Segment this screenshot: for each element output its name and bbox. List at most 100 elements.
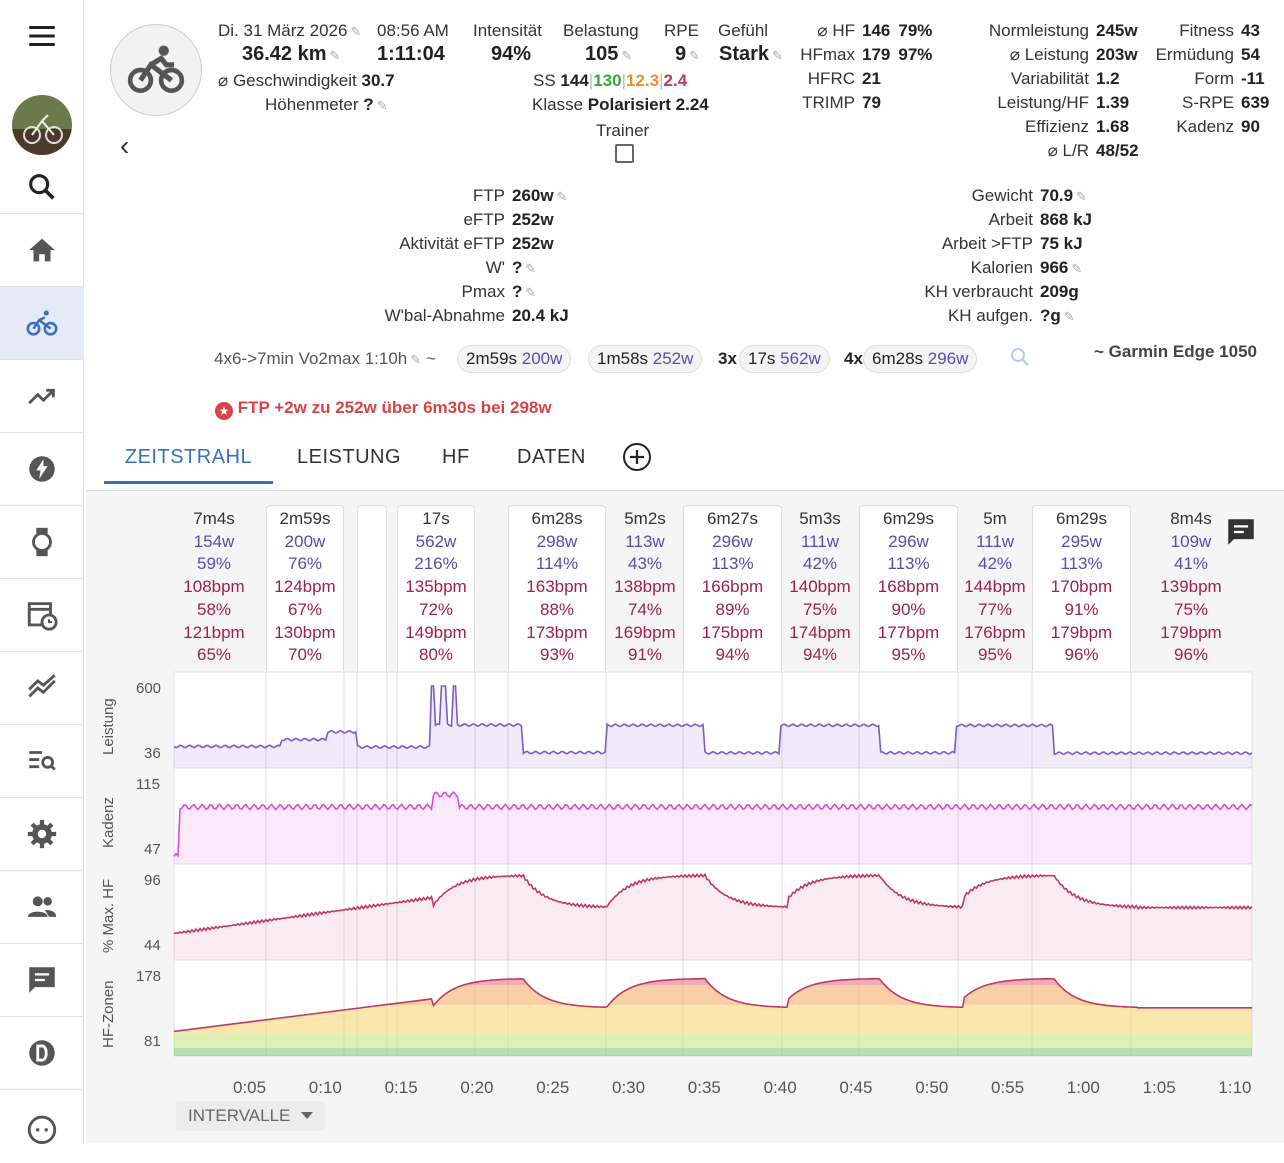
d-icon[interactable] [0, 1017, 84, 1090]
stat-value[interactable]: 260w ✎ [512, 186, 568, 206]
edit-icon[interactable]: ✎ [329, 48, 341, 63]
interval-chip[interactable]: 6m28s 296w [863, 345, 978, 373]
stat-value-text: 252w [512, 234, 554, 253]
lightning-icon[interactable] [0, 433, 84, 506]
distance-value[interactable]: 36.42 km [242, 43, 327, 65]
rpe-label: RPE [664, 21, 699, 40]
trainer-checkbox[interactable] [615, 144, 634, 163]
device-name: ~ Garmin Edge 1050 [1094, 342, 1257, 361]
compare-icon[interactable] [0, 652, 84, 725]
edit-icon[interactable]: ✎ [556, 189, 568, 204]
chat-icon[interactable] [0, 944, 84, 1017]
y-max-hr: 96 [144, 872, 161, 889]
interval-column[interactable]: 8m4s 109w 41% 139bpm 75% 179bpm 96% [1132, 505, 1250, 671]
interval-chip[interactable]: 2m59s 200w [457, 345, 572, 373]
load-label: Belastung [563, 21, 639, 40]
load-value[interactable]: 105 [585, 43, 619, 65]
trend-icon[interactable] [0, 360, 84, 433]
back-button[interactable]: ‹ [120, 130, 130, 161]
class-value: Polarisiert [587, 95, 671, 114]
edit-icon[interactable]: ✎ [621, 48, 633, 63]
interval-hrmp: 94% [715, 645, 750, 665]
edit-icon[interactable]: ✎ [1063, 309, 1075, 324]
edit-icon[interactable]: ✎ [525, 261, 537, 276]
elevation-value[interactable]: ? [363, 95, 374, 114]
tab-hr[interactable]: HF [442, 446, 470, 468]
comment-icon[interactable] [1224, 515, 1258, 554]
interval-dur: 8m4s [1170, 509, 1212, 528]
tab-data[interactable]: DATEN [517, 446, 586, 468]
menu-icon[interactable] [0, 0, 84, 72]
rpe-value[interactable]: 9 [675, 43, 687, 65]
chevron-down-icon [301, 1112, 314, 1119]
x-tick-label: 0:45 [839, 1078, 873, 1097]
interval-chip[interactable]: 17s 562w [739, 345, 830, 373]
search-icon[interactable] [1008, 345, 1032, 374]
edit-icon[interactable]: ✎ [376, 98, 388, 113]
stat-value[interactable]: ? ✎ [512, 258, 536, 278]
timeline-plots[interactable] [86, 0, 1284, 1143]
tab-power[interactable]: LEISTUNG [297, 446, 402, 468]
activity-date[interactable]: Di. 31 März 2026 [218, 21, 348, 40]
stat-value-text: 639 [1241, 93, 1270, 112]
edit-icon[interactable]: ✎ [410, 352, 422, 367]
edit-icon[interactable]: ✎ [525, 285, 537, 300]
interval-column[interactable]: 17s 562w 216% 135bpm 72% 149bpm 80% [397, 505, 475, 671]
edit-icon[interactable]: ✎ [1076, 189, 1087, 204]
interval-column[interactable]: 2m59s 200w 76% 124bpm 67% 130bpm 70% [266, 505, 344, 671]
avg-speed-value: 30.7 [361, 71, 395, 90]
bike-icon[interactable] [0, 287, 84, 360]
interval-column[interactable]: 7m4s 154w 59% 108bpm 58% 121bpm 65% [174, 505, 254, 671]
sidebar [0, 0, 84, 1144]
avatar[interactable] [0, 90, 84, 160]
interval-column[interactable] [357, 505, 387, 671]
interval-chip[interactable]: 1m58s 252w [588, 345, 703, 373]
interval-column[interactable]: 5m3s 111w 42% 140bpm 75% 174bpm 94% [782, 505, 858, 671]
heart-rate-area [174, 874, 1252, 960]
stat-value[interactable]: 70.9 ✎ [1040, 186, 1087, 206]
interval-w: 111w [975, 531, 1015, 551]
calendar-icon[interactable] [0, 579, 84, 652]
edit-icon[interactable]: ✎ [689, 48, 701, 63]
stat-value[interactable]: ? ✎ [512, 282, 536, 302]
watch-icon[interactable] [0, 506, 84, 579]
stat-value: 1.68 [1096, 117, 1129, 137]
gear-icon[interactable] [0, 798, 84, 871]
intervals-dropdown[interactable]: INTERVALLE [176, 1101, 326, 1131]
interval-hrp: 67% [287, 599, 323, 619]
workout-name[interactable]: 4x6->7min Vo2max 1:10h [214, 349, 408, 368]
search-icon[interactable] [0, 160, 84, 214]
people-icon[interactable] [0, 871, 84, 944]
edit-icon[interactable]: ✎ [350, 24, 362, 39]
interval-column[interactable]: 6m29s 296w 113% 168bpm 90% 177bpm 95% [859, 505, 958, 671]
home-icon[interactable] [0, 214, 84, 287]
interval-column[interactable]: 5m2s 113w 43% 138bpm 74% 169bpm 91% [607, 505, 683, 671]
interval-w: 113w [625, 531, 665, 551]
tab-timeline[interactable]: ZEITSTRAHL [104, 432, 273, 484]
interval-column[interactable]: 5m 111w 42% 144bpm 77% 176bpm 95% [959, 505, 1031, 671]
interval-hr: 163bpm [526, 577, 588, 597]
interval-column[interactable]: 6m28s 298w 114% 163bpm 88% 173bpm 93% [508, 505, 606, 671]
add-tab-icon[interactable] [622, 442, 652, 477]
interval-wp: 43% [627, 554, 663, 574]
stat-value-text: 1.39 [1096, 93, 1130, 112]
interval-dur: 6m29s [1055, 509, 1108, 528]
feel-value[interactable]: Stark [719, 43, 770, 65]
edit-icon[interactable]: ✎ [1071, 261, 1083, 276]
stat-value: 90 [1241, 117, 1260, 137]
stat-value[interactable]: ?g ✎ [1040, 306, 1075, 326]
interval-column[interactable]: 6m27s 296w 113% 166bpm 89% 175bpm 94% [683, 505, 782, 671]
list-search-icon[interactable] [0, 725, 84, 798]
chip-watts: 200w [521, 349, 563, 368]
stat-value: 43 [1241, 21, 1260, 41]
edit-icon[interactable]: ✎ [772, 48, 783, 63]
face-icon[interactable] [0, 1090, 84, 1163]
x-tick-label: 0:05 [233, 1078, 267, 1097]
stat-value: 1.2 [1096, 69, 1120, 89]
stat-value: 79 [862, 93, 889, 113]
power-area [174, 686, 1252, 768]
interval-wp: 42% [977, 554, 1013, 574]
stat-value[interactable]: 966 ✎ [1040, 258, 1082, 278]
interval-column[interactable]: 6m29s 295w 113% 170bpm 91% 179bpm 96% [1032, 505, 1131, 671]
interval-hrp: 90% [891, 599, 926, 619]
